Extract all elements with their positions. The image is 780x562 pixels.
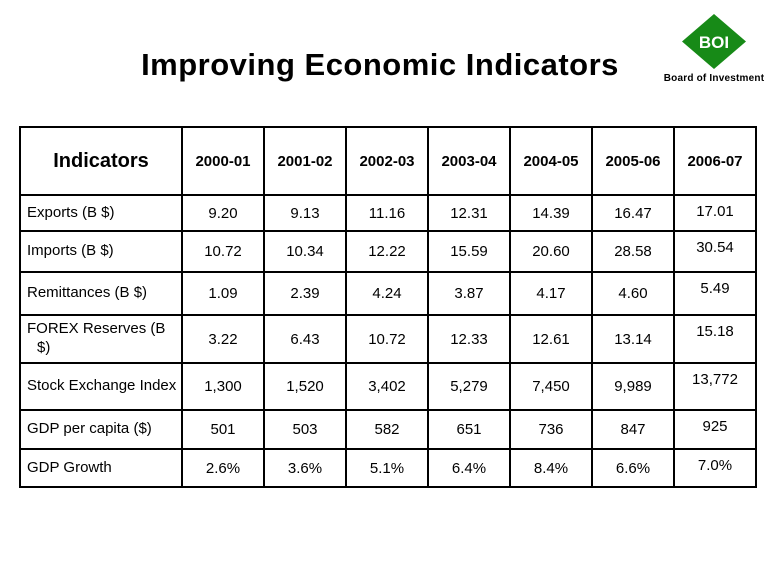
value-cell: 7.0% <box>673 448 757 488</box>
value-cell: 12.31 <box>427 194 511 232</box>
year-header: 2003-04 <box>427 126 511 196</box>
table-body: Exports (B $) 9.20 9.13 11.16 12.31 14.39 16.4… <box>19 194 757 488</box>
table-row: Stock Exchange Index 1,300 1,520 3,402 5,279… <box>19 362 757 411</box>
value-cell: 15.59 <box>427 230 511 273</box>
boi-acronym: BOI <box>699 33 729 52</box>
row-label: Stock Exchange Index <box>19 362 183 411</box>
year-header: 2000-01 <box>181 126 265 196</box>
boi-diamond-icon: BOI <box>682 14 746 69</box>
value-cell: 3.6% <box>263 448 347 488</box>
table-header: Indicators 2000-01 2001-02 2002-03 2003-04 20… <box>19 126 757 196</box>
row-label: Remittances (B $) <box>19 271 183 316</box>
value-cell: 3.22 <box>181 314 265 364</box>
table-row: Imports (B $) 10.72 10.34 12.22 15.59 20.60 28… <box>19 230 757 273</box>
indicators-table: Indicators 2000-01 2001-02 2002-03 2003-04 20… <box>19 126 757 488</box>
year-header: 2006-07 <box>673 126 757 196</box>
year-header: 2002-03 <box>345 126 429 196</box>
value-cell: 14.39 <box>509 194 593 232</box>
value-cell: 10.72 <box>181 230 265 273</box>
value-cell: 1.09 <box>181 271 265 316</box>
boi-logo: BOI Board of Investment <box>655 14 773 84</box>
indicators-header: Indicators <box>19 126 183 196</box>
value-cell: 4.17 <box>509 271 593 316</box>
value-cell: 582 <box>345 409 429 450</box>
table-row: Remittances (B $) 1.09 2.39 4.24 3.87 4.17 4.6… <box>19 271 757 316</box>
value-cell: 11.16 <box>345 194 429 232</box>
value-cell: 28.58 <box>591 230 675 273</box>
value-cell: 30.54 <box>673 230 757 273</box>
year-header: 2004-05 <box>509 126 593 196</box>
table-row: GDP Growth 2.6% 3.6% 5.1% 6.4% 8.4% 6.6% 7.0% <box>19 448 757 488</box>
value-cell: 501 <box>181 409 265 450</box>
value-cell: 6.6% <box>591 448 675 488</box>
boi-caption: Board of Investment <box>663 73 765 84</box>
value-cell: 20.60 <box>509 230 593 273</box>
value-cell: 1,300 <box>181 362 265 411</box>
row-label: FOREX Reserves (B $) <box>19 314 183 364</box>
value-cell: 12.61 <box>509 314 593 364</box>
value-cell: 9.20 <box>181 194 265 232</box>
value-cell: 503 <box>263 409 347 450</box>
value-cell: 2.39 <box>263 271 347 316</box>
value-cell: 15.18 <box>673 314 757 364</box>
value-cell: 4.24 <box>345 271 429 316</box>
header-row: Indicators 2000-01 2001-02 2002-03 2003-04 20… <box>19 126 757 196</box>
value-cell: 651 <box>427 409 511 450</box>
year-header: 2005-06 <box>591 126 675 196</box>
value-cell: 1,520 <box>263 362 347 411</box>
value-cell: 9,989 <box>591 362 675 411</box>
table-row: FOREX Reserves (B $) 3.22 6.43 10.72 12.33 12… <box>19 314 757 364</box>
value-cell: 10.34 <box>263 230 347 273</box>
row-label: Imports (B $) <box>19 230 183 273</box>
year-header: 2001-02 <box>263 126 347 196</box>
value-cell: 5.1% <box>345 448 429 488</box>
value-cell: 847 <box>591 409 675 450</box>
value-cell: 10.72 <box>345 314 429 364</box>
value-cell: 17.01 <box>673 194 757 232</box>
value-cell: 9.13 <box>263 194 347 232</box>
value-cell: 7,450 <box>509 362 593 411</box>
value-cell: 5.49 <box>673 271 757 316</box>
value-cell: 5,279 <box>427 362 511 411</box>
value-cell: 2.6% <box>181 448 265 488</box>
value-cell: 13,772 <box>673 362 757 411</box>
row-label: GDP Growth <box>19 448 183 488</box>
value-cell: 6.43 <box>263 314 347 364</box>
value-cell: 925 <box>673 409 757 450</box>
value-cell: 8.4% <box>509 448 593 488</box>
value-cell: 3,402 <box>345 362 429 411</box>
diamond-shape <box>682 14 746 69</box>
row-label: GDP per capita ($) <box>19 409 183 450</box>
value-cell: 4.60 <box>591 271 675 316</box>
page-title: Improving Economic Indicators <box>141 47 619 82</box>
value-cell: 12.22 <box>345 230 429 273</box>
value-cell: 13.14 <box>591 314 675 364</box>
value-cell: 16.47 <box>591 194 675 232</box>
value-cell: 6.4% <box>427 448 511 488</box>
table-row: Exports (B $) 9.20 9.13 11.16 12.31 14.39 16.4… <box>19 194 757 232</box>
value-cell: 3.87 <box>427 271 511 316</box>
row-label: Exports (B $) <box>19 194 183 232</box>
value-cell: 736 <box>509 409 593 450</box>
table-row: GDP per capita ($) 501 503 582 651 736 847 925 <box>19 409 757 450</box>
value-cell: 12.33 <box>427 314 511 364</box>
